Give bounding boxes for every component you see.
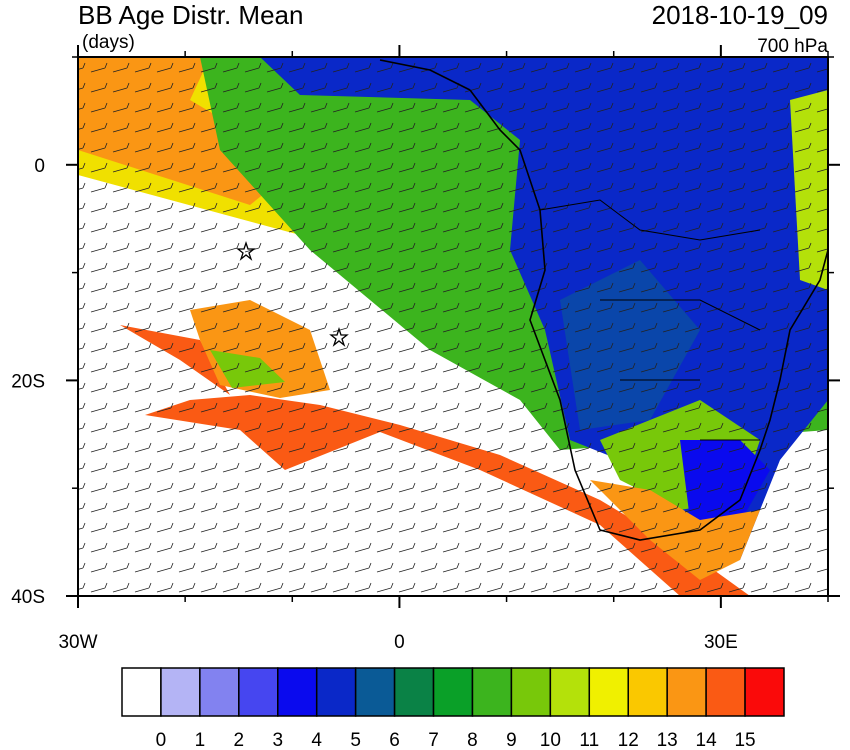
x-tick-label: 0 — [394, 632, 405, 653]
units: (days) — [82, 32, 135, 53]
colorbar-label: 1 — [195, 730, 206, 750]
colorbar-label: 5 — [350, 730, 361, 750]
y-tick-label: 20S — [11, 371, 45, 392]
colorbar-label: 12 — [618, 730, 639, 750]
color-box — [160, 667, 201, 717]
colorbar-label: 8 — [467, 730, 478, 750]
color-box — [471, 667, 513, 717]
x-tick-label: 30E — [704, 632, 738, 653]
colorbar-label: 9 — [506, 730, 517, 750]
colorbar-label: 13 — [657, 730, 678, 750]
y-tick-label: 40S — [11, 587, 45, 608]
color-box — [277, 667, 318, 717]
color-box — [744, 667, 785, 717]
color-box — [354, 667, 396, 717]
colorbar-label: 4 — [311, 730, 322, 750]
colorbar: 0 1 2 3 4 5 6 7 8 9 10 11 12 13 14 15 — [121, 667, 785, 750]
colorbar-label: 15 — [734, 730, 755, 750]
colorbar-label: 3 — [272, 730, 283, 750]
map-field — [78, 57, 828, 596]
color-box — [510, 667, 552, 717]
map-frame — [77, 56, 829, 597]
color-box — [393, 667, 435, 717]
color-box — [666, 667, 707, 717]
colorbar-label: 11 — [579, 730, 599, 750]
title: BB Age Distr. Mean — [78, 0, 303, 30]
date: 2018-10-19_09 — [652, 0, 828, 30]
color-box — [432, 667, 474, 717]
colorbar-label: 2 — [234, 730, 245, 750]
y-tick-label: 0 — [34, 156, 45, 177]
axes: 30W 0 30E 0 20S 40S — [11, 45, 840, 653]
colorbar-label: 6 — [389, 730, 400, 750]
colorbar-label: 0 — [156, 730, 167, 750]
color-box — [549, 667, 591, 717]
colorbar-label: 7 — [428, 730, 439, 750]
level: 700 hPa — [757, 36, 828, 57]
color-box — [588, 667, 629, 717]
colorbar-label: 10 — [540, 730, 561, 750]
color-box — [627, 667, 668, 717]
color-box — [315, 667, 357, 717]
color-box — [705, 667, 746, 717]
color-box — [199, 667, 240, 717]
color-box — [121, 667, 162, 717]
color-box — [238, 667, 279, 717]
colorbar-label: 14 — [696, 730, 718, 750]
x-tick-label: 30W — [58, 632, 97, 653]
